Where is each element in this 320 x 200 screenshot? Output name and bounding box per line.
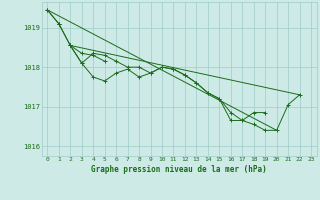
X-axis label: Graphe pression niveau de la mer (hPa): Graphe pression niveau de la mer (hPa) xyxy=(91,165,267,174)
